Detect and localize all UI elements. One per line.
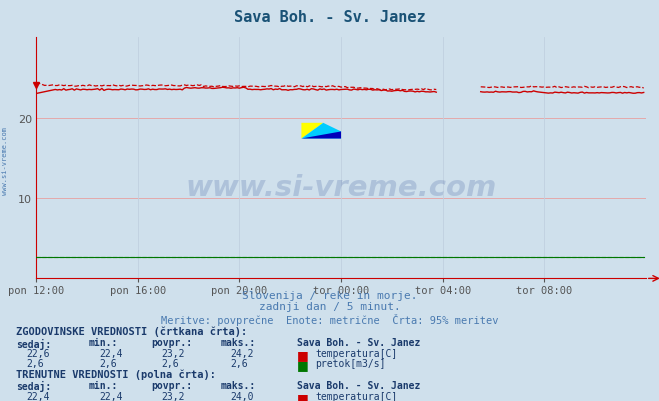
Text: www.si-vreme.com: www.si-vreme.com bbox=[2, 126, 9, 194]
Text: ■: ■ bbox=[297, 400, 308, 401]
Text: sedaj:: sedaj: bbox=[16, 380, 51, 391]
Text: 22,4: 22,4 bbox=[99, 391, 123, 401]
Text: Sava Boh. - Sv. Janez: Sava Boh. - Sv. Janez bbox=[297, 338, 420, 348]
Text: Slovenija / reke in morje.: Slovenija / reke in morje. bbox=[242, 291, 417, 301]
Text: zadnji dan / 5 minut.: zadnji dan / 5 minut. bbox=[258, 302, 401, 312]
Text: pretok[m3/s]: pretok[m3/s] bbox=[315, 358, 386, 368]
Text: maks.:: maks.: bbox=[221, 380, 256, 390]
Text: 23,2: 23,2 bbox=[161, 391, 185, 401]
Text: temperatura[C]: temperatura[C] bbox=[315, 391, 397, 401]
Polygon shape bbox=[301, 132, 341, 139]
Text: 2,6: 2,6 bbox=[99, 400, 117, 401]
Text: ZGODOVINSKE VREDNOSTI (črtkana črta):: ZGODOVINSKE VREDNOSTI (črtkana črta): bbox=[16, 326, 248, 336]
Text: ■: ■ bbox=[297, 391, 308, 401]
Text: 22,4: 22,4 bbox=[99, 348, 123, 358]
Polygon shape bbox=[301, 124, 323, 139]
Text: povpr.:: povpr.: bbox=[152, 380, 192, 390]
Text: 22,6: 22,6 bbox=[26, 348, 50, 358]
Text: Meritve: povprečne  Enote: metrične  Črta: 95% meritev: Meritve: povprečne Enote: metrične Črta:… bbox=[161, 313, 498, 325]
Text: 2,6: 2,6 bbox=[99, 358, 117, 368]
Text: ■: ■ bbox=[297, 348, 308, 361]
Polygon shape bbox=[301, 124, 341, 139]
Text: 22,4: 22,4 bbox=[26, 391, 50, 401]
Text: 23,2: 23,2 bbox=[161, 348, 185, 358]
Text: sedaj:: sedaj: bbox=[16, 338, 51, 348]
Text: povpr.:: povpr.: bbox=[152, 338, 192, 348]
Text: 24,2: 24,2 bbox=[231, 348, 254, 358]
Text: maks.:: maks.: bbox=[221, 338, 256, 348]
Text: min.:: min.: bbox=[89, 380, 119, 390]
Text: 2,6: 2,6 bbox=[231, 358, 248, 368]
Text: pretok[m3/s]: pretok[m3/s] bbox=[315, 400, 386, 401]
Text: Sava Boh. - Sv. Janez: Sava Boh. - Sv. Janez bbox=[297, 380, 420, 390]
Text: temperatura[C]: temperatura[C] bbox=[315, 348, 397, 358]
Text: ■: ■ bbox=[297, 358, 308, 371]
Text: TRENUTNE VREDNOSTI (polna črta):: TRENUTNE VREDNOSTI (polna črta): bbox=[16, 368, 216, 379]
Text: 24,0: 24,0 bbox=[231, 391, 254, 401]
Text: Sava Boh. - Sv. Janez: Sava Boh. - Sv. Janez bbox=[234, 10, 425, 25]
Text: 2,6: 2,6 bbox=[26, 358, 44, 368]
Text: 2,6: 2,6 bbox=[161, 400, 179, 401]
Text: 2,6: 2,6 bbox=[26, 400, 44, 401]
Text: 2,6: 2,6 bbox=[161, 358, 179, 368]
Text: min.:: min.: bbox=[89, 338, 119, 348]
Text: 2,6: 2,6 bbox=[231, 400, 248, 401]
Text: www.si-vreme.com: www.si-vreme.com bbox=[185, 173, 497, 201]
